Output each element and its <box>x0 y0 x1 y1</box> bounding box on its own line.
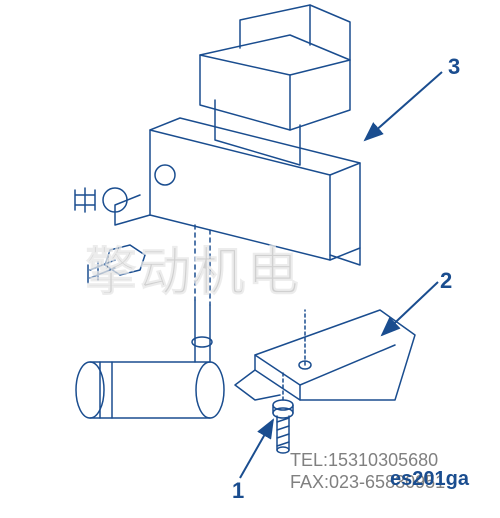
watermark-text: 擎动机电 <box>85 230 301 305</box>
callout-label-2: 2 <box>440 268 452 294</box>
tel-label: TEL: <box>290 450 328 470</box>
part-tube <box>76 337 224 418</box>
callout-label-3: 3 <box>448 54 460 80</box>
fax-label: FAX: <box>290 472 329 492</box>
figure-id: es201ga <box>390 468 469 491</box>
tel-value: 15310305680 <box>328 450 438 470</box>
part-2-bracket <box>235 310 415 400</box>
callout-label-1: 1 <box>232 478 244 504</box>
